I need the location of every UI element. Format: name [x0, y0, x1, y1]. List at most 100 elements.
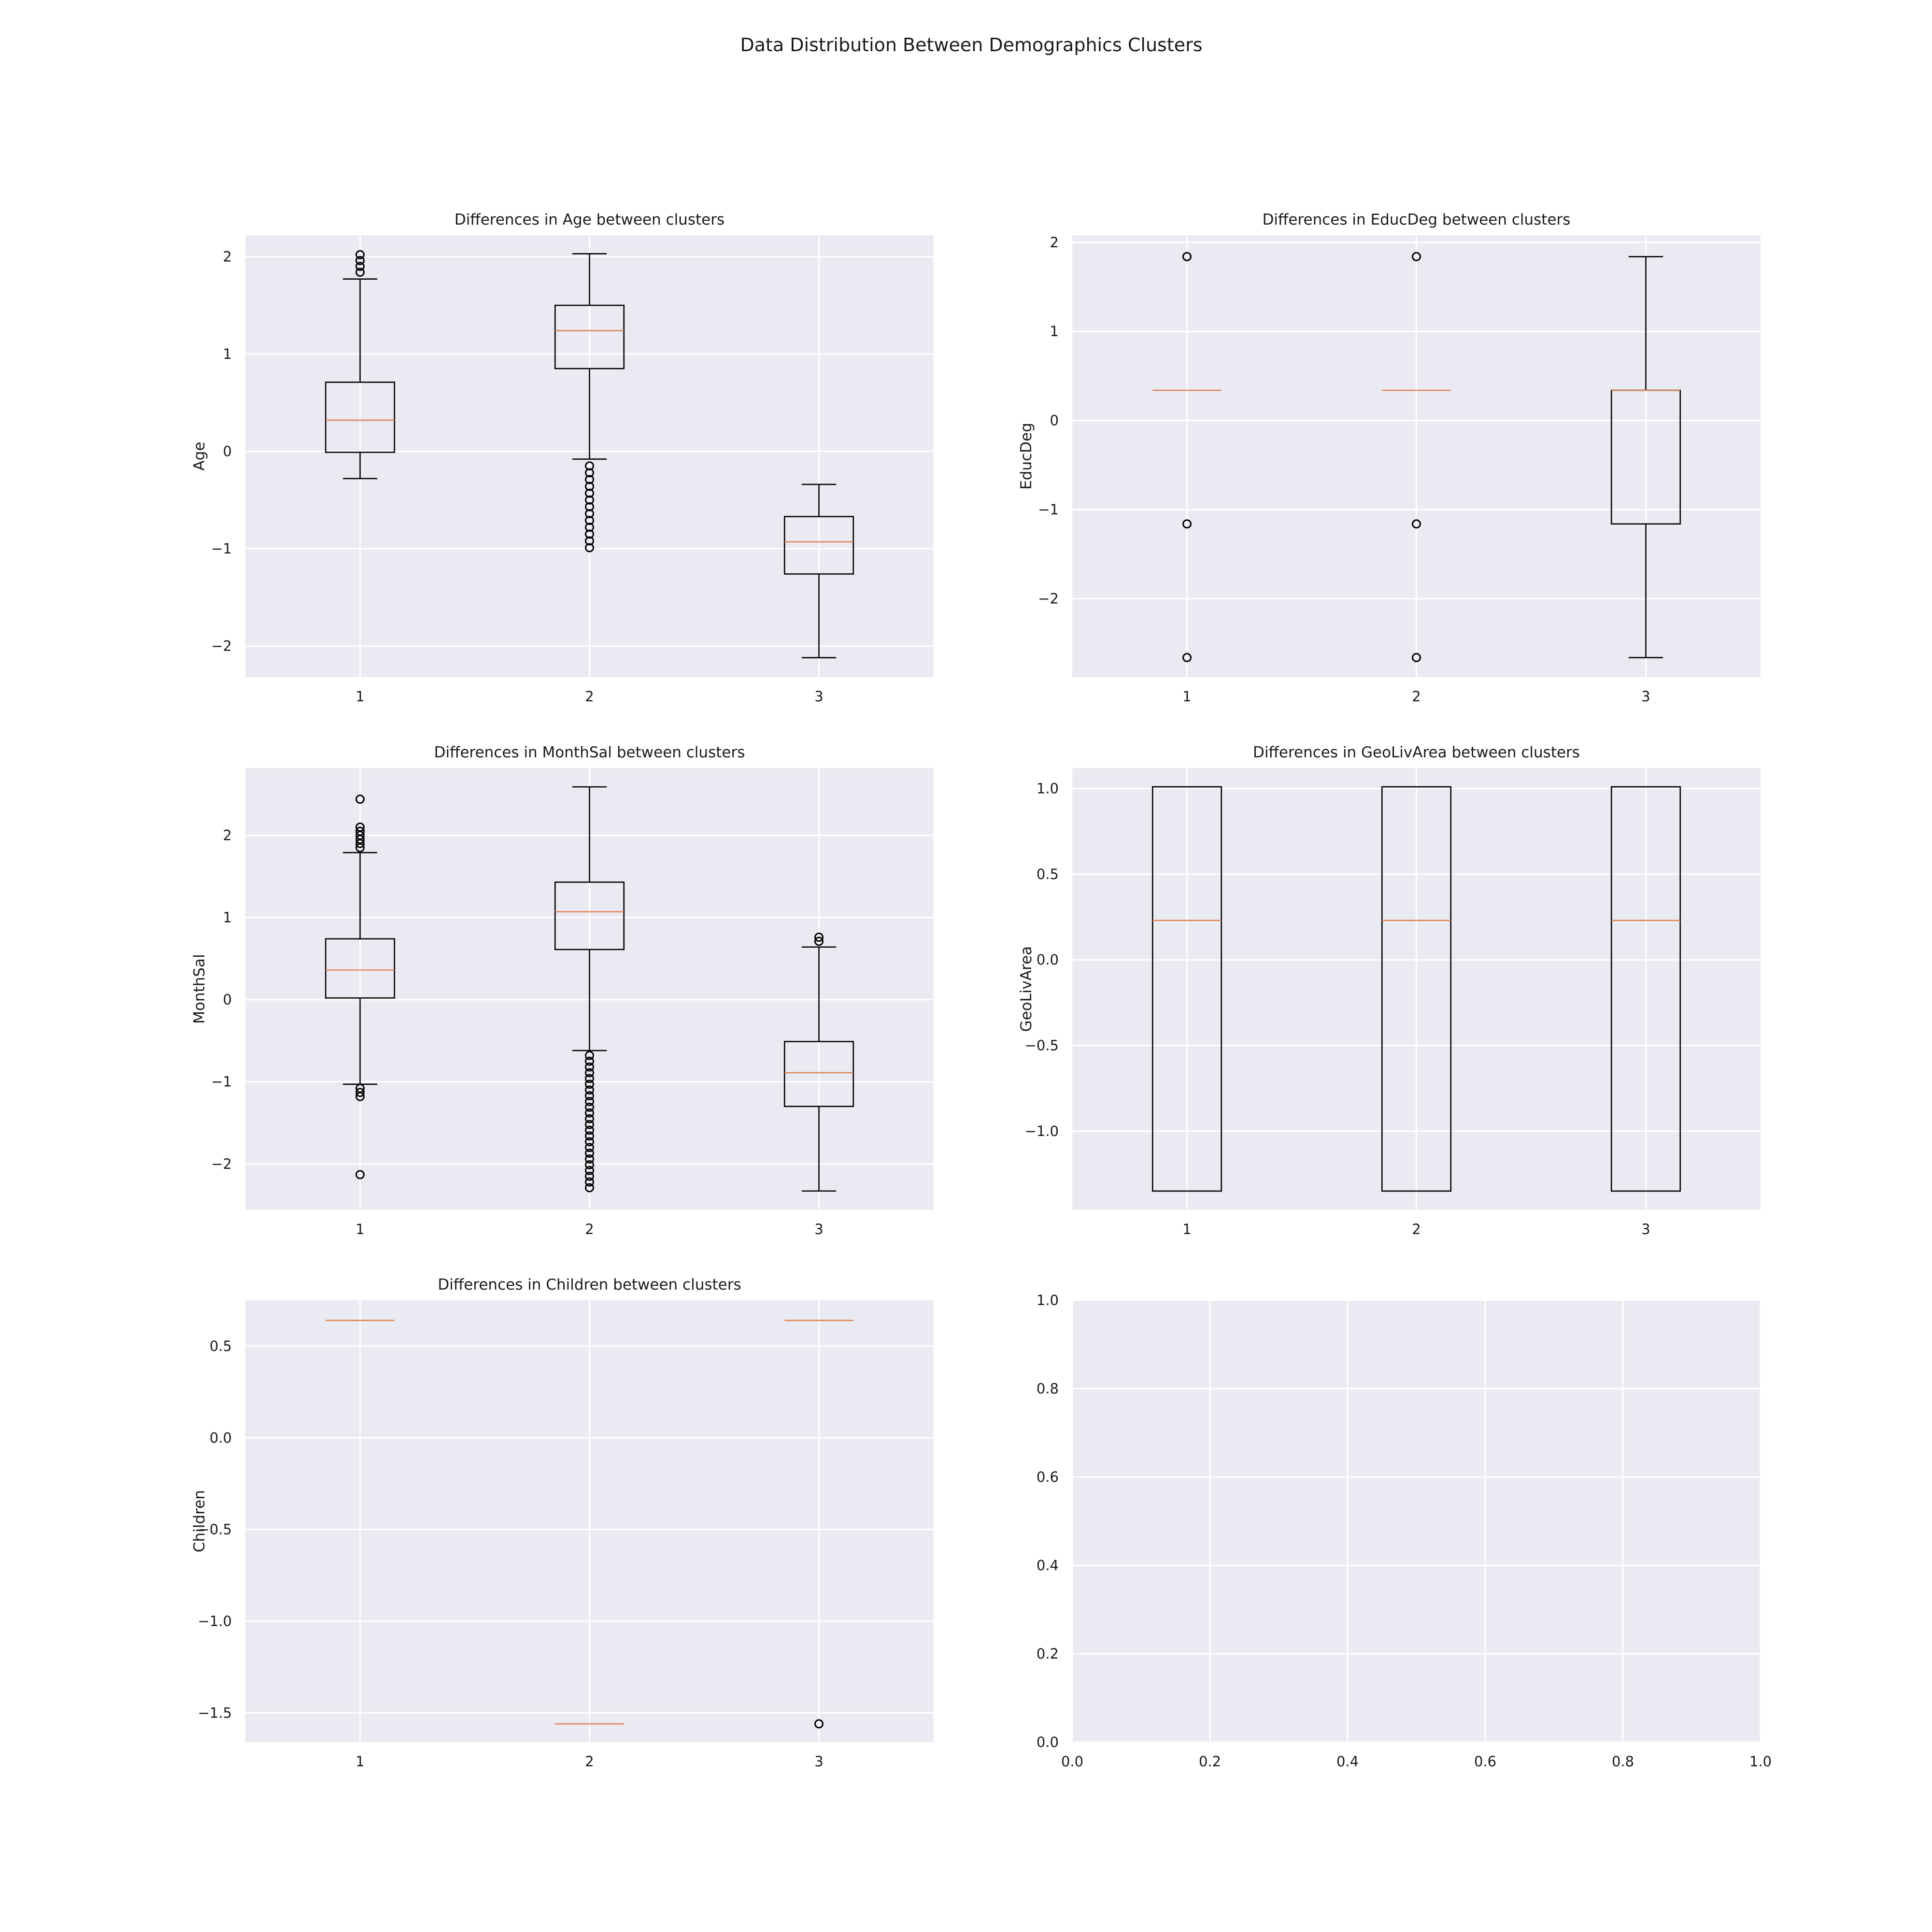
outlier-point [355, 795, 365, 804]
y-tick-label: −1 [211, 540, 232, 557]
outlier-point [585, 488, 594, 498]
box-cluster-2 [1381, 786, 1452, 1192]
box-cluster-1 [1152, 252, 1222, 662]
box-cluster-3 [1610, 786, 1681, 1192]
outlier-point [585, 1085, 594, 1095]
outlier-point [585, 1137, 594, 1147]
y-tick-label: −2 [211, 638, 232, 654]
panel-3: −2 −1 0 1 2 1 2 3 Differences in MonthSal betwee… [191, 744, 934, 1237]
figure-suptitle: Data Distribution Between Demographics C… [740, 34, 1202, 56]
outlier-point [585, 1160, 594, 1169]
outlier-point [585, 1051, 594, 1060]
panel-title: Differences in Age between clusters [455, 211, 724, 228]
y-tick-label: 0.8 [1037, 1380, 1059, 1397]
x-tick-label: 3 [1641, 688, 1650, 705]
outlier-point [585, 1165, 594, 1175]
x-tick-label: 1 [355, 1221, 364, 1237]
x-tick-label: 0.4 [1336, 1753, 1359, 1770]
y-tick-label: −2 [1038, 591, 1059, 607]
y-axis-label: EducDeg [1018, 423, 1035, 490]
x-tick-label: 1 [1182, 688, 1191, 705]
outlier-point [355, 268, 365, 277]
outlier-point [355, 1088, 365, 1097]
outlier-point [1182, 519, 1192, 529]
box-cluster-2 [1382, 252, 1451, 662]
outlier-point [1412, 252, 1421, 261]
panel-title: Differences in EducDeg between clusters [1263, 211, 1571, 228]
panel-title: Differences in Children between clusters [438, 1276, 741, 1293]
outlier-point [355, 250, 365, 259]
y-tick-label: −1.0 [1025, 1123, 1059, 1139]
y-tick-label: 0.4 [1037, 1557, 1059, 1574]
y-tick-label: −1.0 [198, 1613, 232, 1629]
x-tick-label: 2 [585, 1753, 594, 1770]
y-tick-label: 0.0 [210, 1430, 232, 1446]
box-cluster-1 [1151, 786, 1222, 1192]
outlier-point [814, 1719, 824, 1729]
y-tick-label: 1.0 [1037, 781, 1059, 797]
outlier-point [585, 516, 594, 526]
panel-4: −1.0 −0.5 0.0 0.5 1.0 1 2 3 Differences in GeoLi… [1018, 744, 1761, 1237]
y-axis-label: Children [191, 1490, 208, 1552]
panel-background [1072, 1300, 1761, 1742]
x-tick-label: 1 [355, 688, 364, 705]
outlier-point [585, 1102, 594, 1112]
outlier-point [585, 529, 594, 539]
x-tick-label: 0.2 [1199, 1753, 1221, 1770]
box-cluster-2 [554, 786, 625, 1193]
outlier-point [355, 1092, 365, 1101]
y-axis-label: Age [191, 442, 208, 471]
x-tick-label: 3 [814, 688, 823, 705]
y-tick-label: −0.5 [1025, 1037, 1059, 1054]
y-tick-label: 0 [223, 992, 232, 1008]
box-cluster-1 [325, 795, 396, 1179]
outlier-point [814, 932, 824, 942]
outlier-point [585, 495, 594, 505]
y-tick-label: 1.0 [1037, 1292, 1059, 1308]
box-cluster-2 [554, 253, 625, 553]
y-axis-label: MonthSal [191, 954, 208, 1023]
x-tick-label: 2 [585, 1221, 594, 1237]
y-tick-label: 0.5 [1037, 866, 1059, 882]
y-tick-label: 0.0 [1037, 952, 1059, 968]
y-tick-label: 0.5 [210, 1338, 232, 1354]
outlier-point [585, 1131, 594, 1141]
panel-5: −1.5 −1.0 −0.5 0.0 0.5 1 2 3 Differences in Chil… [191, 1276, 934, 1770]
y-tick-label: −0.5 [198, 1521, 232, 1538]
y-tick-label: 0.2 [1037, 1646, 1059, 1662]
x-tick-label: 0.6 [1474, 1753, 1496, 1770]
outlier-point [585, 1074, 594, 1083]
x-tick-label: 2 [585, 688, 594, 705]
outlier-point [1412, 653, 1421, 662]
outlier-point [585, 475, 594, 484]
x-tick-label: 0.0 [1061, 1753, 1083, 1770]
y-tick-label: −1 [211, 1074, 232, 1090]
x-tick-label: 2 [1412, 1221, 1421, 1237]
y-tick-label: 1 [223, 909, 232, 926]
x-tick-label: 3 [814, 1221, 823, 1237]
y-tick-label: 0 [223, 443, 232, 459]
panel-title: Differences in GeoLivArea between cluste… [1253, 744, 1580, 761]
outlier-point [585, 1171, 594, 1181]
outlier-point [355, 261, 365, 271]
outlier-point [585, 1080, 594, 1089]
box-cluster-1 [325, 250, 396, 480]
outlier-point [1182, 653, 1192, 662]
outlier-point [585, 482, 594, 491]
outlier-point [585, 536, 594, 546]
box-cluster-3 [784, 1320, 853, 1729]
box-cluster-3 [783, 932, 854, 1192]
panel-1: −2 −1 0 1 2 1 2 3 Differences in Age between clu… [191, 211, 934, 705]
outlier-point [585, 1120, 594, 1129]
y-tick-label: 2 [1050, 234, 1059, 251]
outlier-point [585, 502, 594, 511]
outlier-point [585, 1183, 594, 1193]
y-tick-label: 1 [1050, 323, 1059, 340]
outlier-point [585, 1177, 594, 1187]
y-tick-label: 0.6 [1037, 1469, 1059, 1485]
panels: −2 −1 0 1 2 1 2 3 Differences in Age between clu… [191, 211, 1772, 1770]
outlier-point [355, 822, 365, 832]
y-tick-label: 0 [1050, 412, 1059, 429]
x-tick-label: 0.8 [1612, 1753, 1634, 1770]
outlier-point [585, 1062, 594, 1072]
